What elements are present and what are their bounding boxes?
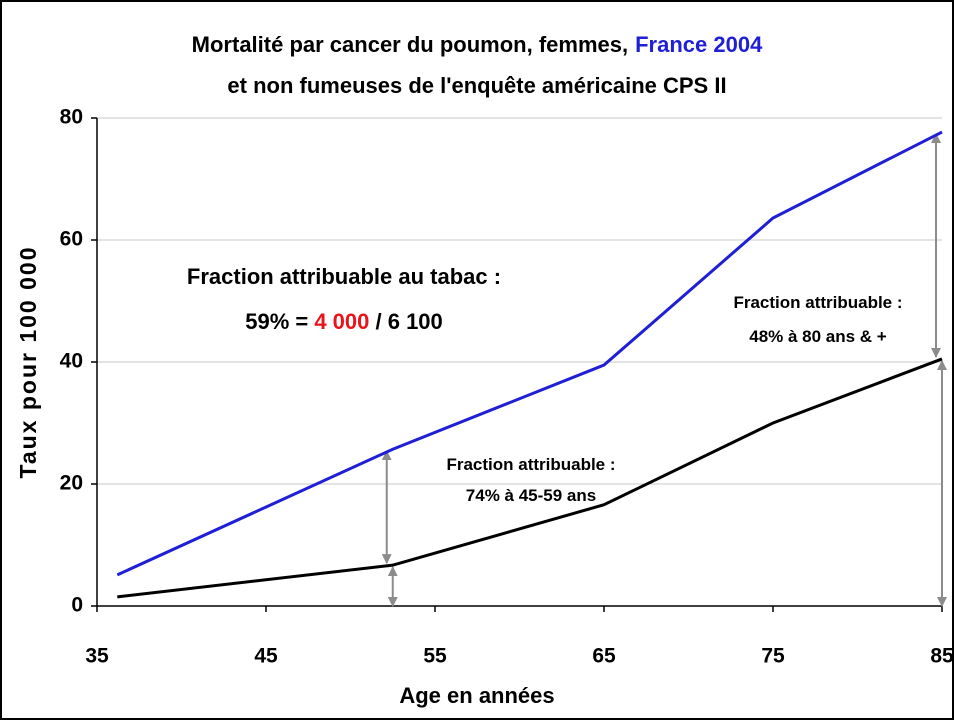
- title-part: Mortalité par cancer du poumon, femmes,: [192, 32, 628, 57]
- x-tick-label: 85: [930, 645, 954, 668]
- chart-title: Mortalité par cancer du poumon, femmes, F…: [192, 32, 763, 57]
- title-part: et non fumeuses de l'enquête américaine …: [227, 73, 726, 98]
- x-tick-label: 75: [761, 645, 785, 668]
- annotation: Fraction attribuable :: [446, 455, 615, 474]
- annotation: Fraction attribuable au tabac :: [187, 264, 501, 289]
- annotation-part: Fraction attribuable :: [446, 455, 615, 474]
- y-tick-label: 0: [71, 594, 83, 617]
- annotation-part: 74% à 45-59 ans: [466, 486, 596, 505]
- y-tick-label: 40: [60, 350, 83, 373]
- x-axis-label: Age en années: [399, 683, 554, 708]
- annotation-part: 59% =: [245, 309, 314, 334]
- chart-title: et non fumeuses de l'enquête américaine …: [227, 73, 726, 98]
- series-line: [116, 130, 943, 577]
- annotation: 74% à 45-59 ans: [466, 486, 596, 505]
- annotation: 59% = 4 000 / 6 100: [245, 309, 443, 334]
- title-part: France 2004: [635, 32, 763, 57]
- y-tick-label: 80: [60, 106, 83, 129]
- annotation-part: / 6 100: [369, 309, 442, 334]
- series-line: [117, 357, 943, 599]
- y-tick-label: 60: [60, 228, 83, 251]
- annotation-part: 4 000: [314, 309, 369, 334]
- x-tick-label: 35: [85, 645, 109, 668]
- annotation-part: Fraction attribuable au tabac :: [187, 264, 501, 289]
- annotation-part: 48% à 80 ans & +: [749, 327, 887, 346]
- x-tick-label: 65: [592, 645, 616, 668]
- y-axis-label: Taux pour 100 000: [15, 246, 41, 479]
- x-tick-label: 45: [254, 645, 278, 668]
- annotation: Fraction attribuable :: [733, 293, 902, 312]
- annotation-part: Fraction attribuable :: [733, 293, 902, 312]
- y-tick-label: 20: [60, 472, 83, 495]
- x-tick-label: 55: [423, 645, 447, 668]
- annotation: 48% à 80 ans & +: [749, 327, 887, 346]
